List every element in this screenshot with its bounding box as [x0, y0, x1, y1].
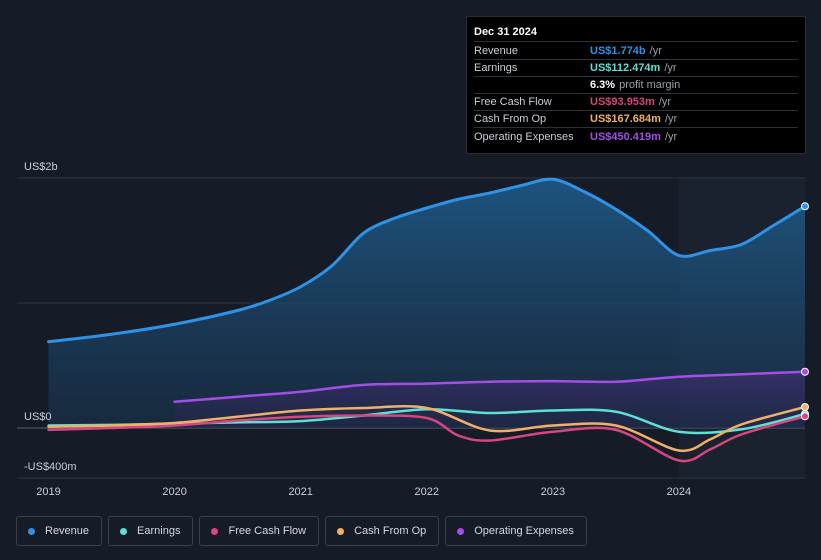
tooltip-row-value: US$93.953m: [590, 96, 655, 108]
legend-label: Free Cash Flow: [228, 525, 307, 537]
tooltip-row: Operating Expenses US$450.419m/yr: [474, 128, 798, 145]
legend-label: Cash From Op: [354, 525, 427, 537]
tooltip-row: Earnings US$112.474m/yr: [474, 60, 798, 77]
y-tick-label: -US$400m: [24, 461, 77, 473]
tooltip-row-value: US$112.474m: [590, 62, 661, 74]
legend-dot-icon: [28, 527, 35, 535]
free-cash-flow-endpoint: [801, 412, 809, 421]
tooltip-row-value: 6.3%: [590, 79, 616, 91]
legend-dot-icon: [457, 527, 465, 535]
tooltip-row: 6.3% profit margin: [474, 77, 798, 94]
operating-expenses-area: [174, 371, 806, 428]
operating-expenses-endpoint: [801, 367, 809, 376]
x-tick-label: 2024: [667, 486, 691, 498]
tooltip-row: Revenue US$1.774b/yr: [474, 43, 798, 60]
y-tick-label: US$0: [24, 411, 52, 423]
revenue-line: [47, 177, 807, 344]
legend-item-free-cash-flow[interactable]: Free Cash Flow: [199, 516, 320, 546]
x-tick-label: 2023: [541, 486, 565, 498]
legend-item-revenue[interactable]: Revenue: [16, 516, 103, 546]
legend-label: Operating Expenses: [474, 525, 574, 537]
x-tick-label: 2019: [36, 486, 60, 498]
tooltip-row-unit: profit margin: [619, 79, 681, 91]
legend: Revenue Earnings Free Cash Flow Cash From O…: [16, 516, 587, 546]
legend-dot-icon: [337, 527, 345, 535]
tooltip-row-label: Cash From Op: [474, 113, 547, 125]
tooltip-row: Cash From Op US$167.684m/yr: [474, 111, 798, 128]
tooltip-row-label: Revenue: [474, 45, 519, 57]
tooltip-row-unit: /yr: [664, 62, 677, 74]
y-tick-label: US$2b: [24, 161, 58, 173]
legend-label: Earnings: [137, 525, 181, 537]
tooltip-row-value: US$450.419m: [590, 130, 661, 143]
cash-from-op-line: [47, 405, 807, 453]
tooltip-date: Dec 31 2024: [474, 25, 798, 42]
tooltip-row-unit: /yr: [658, 96, 672, 108]
legend-dot-icon: [211, 527, 219, 535]
legend-label: Revenue: [45, 525, 90, 537]
tooltip-row-unit: /yr: [649, 45, 662, 57]
tooltip-row-value: US$167.684m: [590, 113, 661, 125]
x-axis: 2019 2020 2021 2022 2023 2024: [36, 486, 691, 498]
x-tick-label: 2022: [415, 486, 439, 498]
tooltip-row-value: US$1.774b: [590, 45, 646, 57]
legend-item-cash-from-op[interactable]: Cash From Op: [325, 516, 440, 546]
operating-expenses-line: [173, 370, 807, 403]
series-lines: [47, 177, 807, 463]
tooltip-row-label: Free Cash Flow: [474, 96, 552, 108]
tooltip-row-label: Operating Expenses: [474, 130, 574, 143]
legend-item-operating-expenses[interactable]: Operating Expenses: [445, 516, 587, 546]
revenue-endpoint: [801, 202, 809, 211]
x-tick-label: 2021: [288, 486, 312, 498]
legend-item-earnings[interactable]: Earnings: [108, 516, 194, 546]
tooltip-row-label: Earnings: [474, 62, 518, 74]
series-endpoints: [801, 202, 809, 421]
data-tooltip: Dec 31 2024 Revenue US$1.774b/yr Earnings U…: [466, 16, 806, 154]
revenue-area: [48, 179, 805, 428]
series-areas: [48, 179, 806, 428]
tooltip-row-unit: /yr: [664, 113, 678, 125]
legend-dot-icon: [120, 527, 128, 535]
x-tick-label: 2020: [162, 486, 186, 498]
y-axis: US$2b US$0 -US$400m: [24, 161, 77, 473]
tooltip-row: Free Cash Flow US$93.953m/yr: [474, 94, 798, 111]
free-cash-flow-line: [47, 414, 807, 463]
tooltip-row-unit: /yr: [664, 130, 678, 143]
cash-from-op-endpoint: [801, 403, 809, 411]
